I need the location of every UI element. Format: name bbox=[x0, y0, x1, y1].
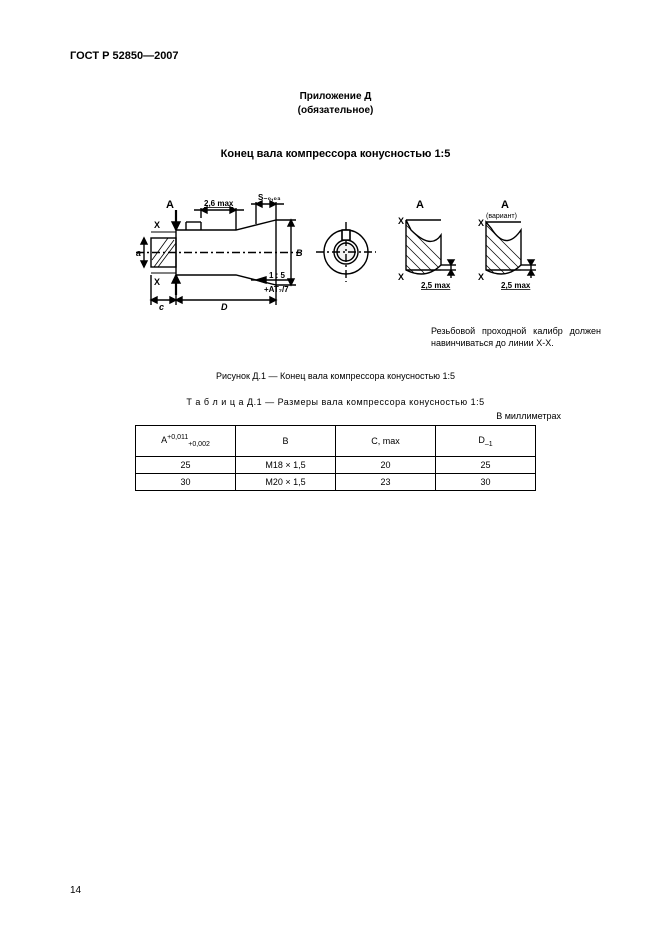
svg-text:X: X bbox=[398, 272, 404, 282]
svg-text:2,5 max: 2,5 max bbox=[421, 281, 451, 290]
appendix-line2: (обязательное) bbox=[70, 104, 601, 118]
table-header-row: A+0,011+0,002 B C, max D–1 bbox=[136, 426, 536, 457]
svg-text:X: X bbox=[478, 272, 484, 282]
cell: 30 bbox=[436, 474, 536, 491]
table-row: 25 M18 × 1,5 20 25 bbox=[136, 457, 536, 474]
col-D: D–1 bbox=[436, 426, 536, 457]
label-A-left: A bbox=[166, 199, 174, 211]
cell: 25 bbox=[436, 457, 536, 474]
svg-text:X: X bbox=[154, 277, 160, 287]
svg-text:S₋₀,₀₃: S₋₀,₀₃ bbox=[258, 193, 281, 202]
svg-text:X: X bbox=[154, 220, 160, 230]
unit-label: В миллиметрах bbox=[70, 411, 601, 421]
appendix-block: Приложение Д (обязательное) bbox=[70, 90, 601, 118]
figure-caption: Рисунок Д.1 — Конец вала компрессора кон… bbox=[70, 371, 601, 381]
svg-text:2,5 max: 2,5 max bbox=[501, 281, 531, 290]
technical-diagram: A X X 2,6 max bbox=[106, 180, 566, 320]
svg-text:2,6 max: 2,6 max bbox=[204, 199, 234, 208]
cell: 23 bbox=[336, 474, 436, 491]
svg-text:X: X bbox=[478, 218, 484, 228]
svg-text:(вариант): (вариант) bbox=[486, 213, 517, 220]
svg-text:A: A bbox=[501, 199, 509, 211]
table-caption: Т а б л и ц а Д.1 — Размеры вала компрес… bbox=[70, 397, 601, 407]
table-row: 30 M20 × 1,5 23 30 bbox=[136, 474, 536, 491]
cell: 20 bbox=[336, 457, 436, 474]
svg-text:a: a bbox=[136, 248, 141, 258]
svg-text:c: c bbox=[159, 302, 164, 312]
svg-text:+AT₇/7: +AT₇/7 bbox=[264, 285, 289, 294]
col-B: B bbox=[236, 426, 336, 457]
svg-text:B: B bbox=[296, 248, 303, 258]
svg-text:D: D bbox=[221, 302, 228, 312]
svg-text:1 : 5: 1 : 5 bbox=[269, 271, 286, 280]
appendix-line1: Приложение Д bbox=[70, 90, 601, 104]
figure-title: Конец вала компрессора конусностью 1:5 bbox=[70, 148, 601, 160]
col-A: A+0,011+0,002 bbox=[136, 426, 236, 457]
dimensions-table: A+0,011+0,002 B C, max D–1 25 M18 × 1,5 … bbox=[135, 425, 536, 491]
document-header: ГОСТ Р 52850—2007 bbox=[70, 50, 601, 62]
thread-gauge-note: Резьбовой проходной калибр должен навинч… bbox=[431, 326, 601, 349]
col-C: C, max bbox=[336, 426, 436, 457]
cell: 25 bbox=[136, 457, 236, 474]
svg-text:A: A bbox=[416, 199, 424, 211]
cell: 30 bbox=[136, 474, 236, 491]
svg-text:X: X bbox=[398, 216, 404, 226]
page-number: 14 bbox=[70, 885, 81, 896]
cell: M18 × 1,5 bbox=[236, 457, 336, 474]
cell: M20 × 1,5 bbox=[236, 474, 336, 491]
